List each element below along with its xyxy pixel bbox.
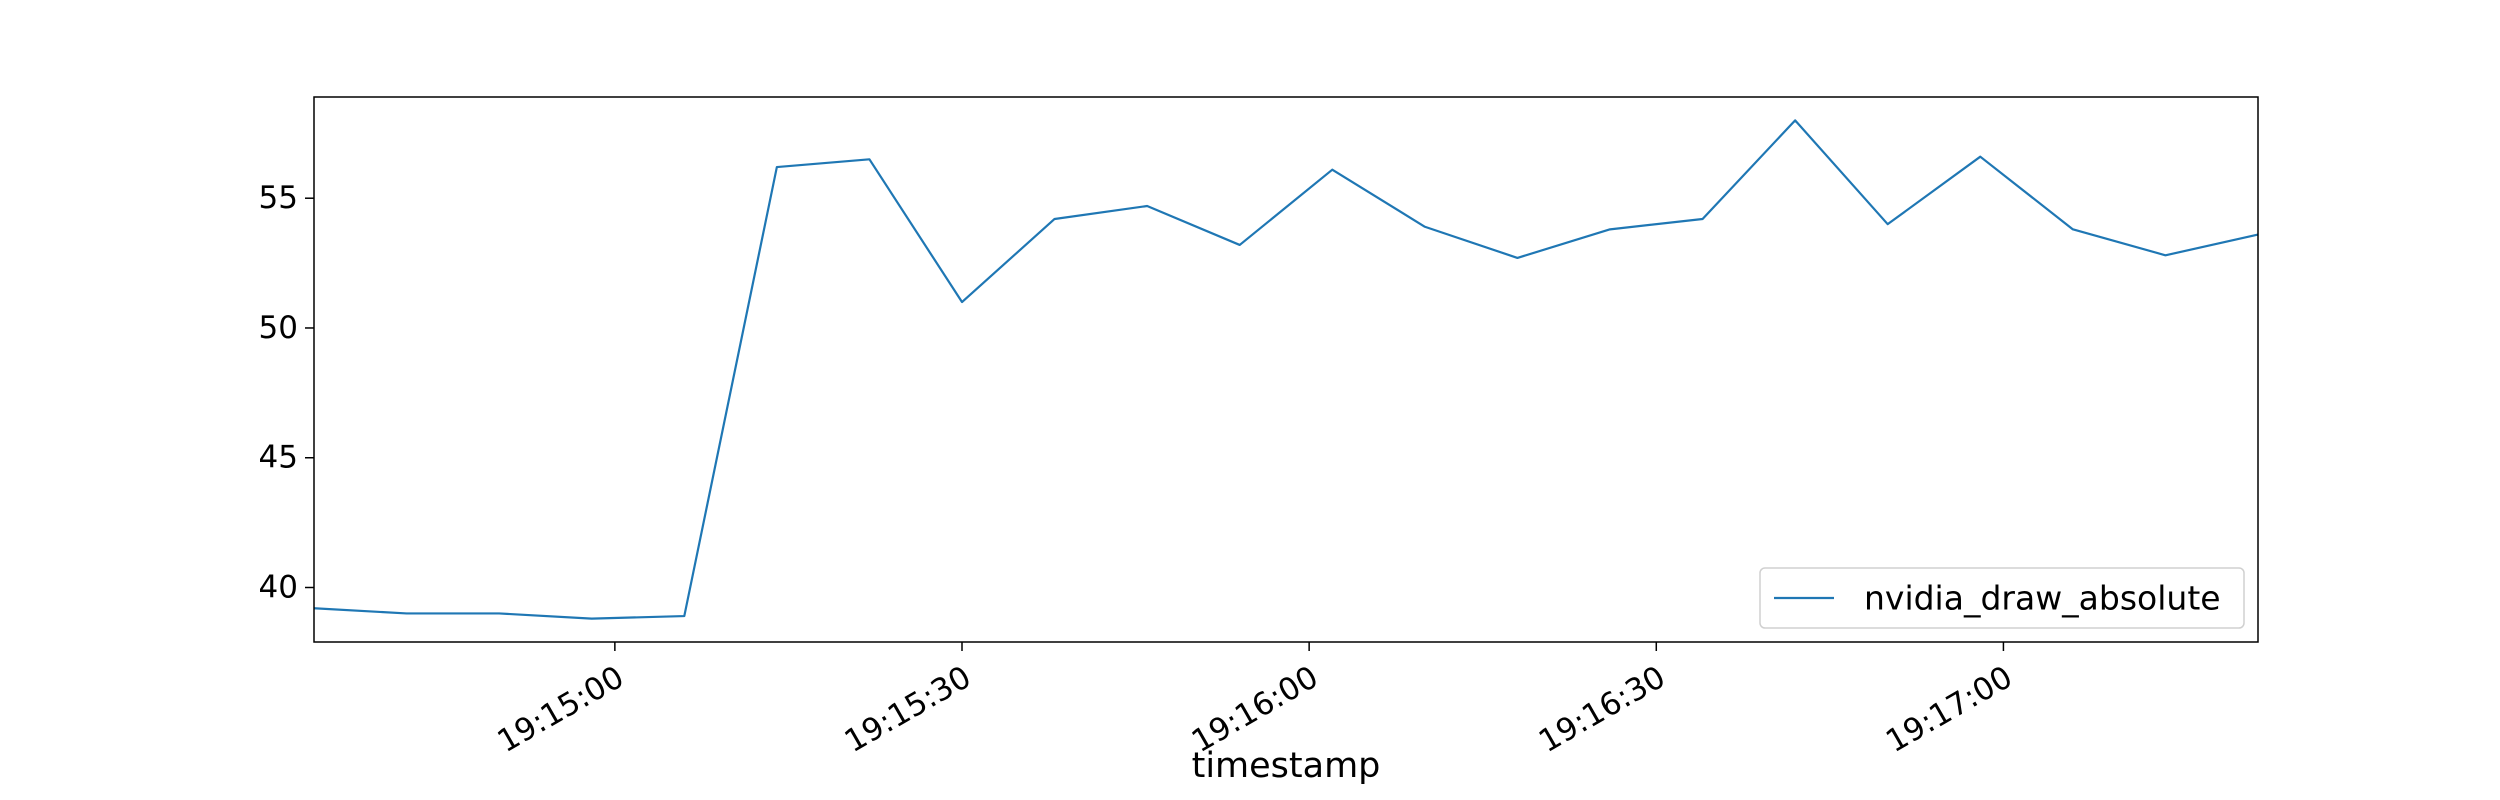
data-point xyxy=(406,612,408,614)
data-point xyxy=(591,618,593,620)
x-tick-label: 19:15:00 xyxy=(491,659,630,760)
y-tick-label: 50 xyxy=(259,310,298,346)
y-tick-label: 45 xyxy=(259,440,298,476)
data-point xyxy=(1146,205,1148,207)
x-tick-label: 19:16:00 xyxy=(1186,659,1325,760)
data-point xyxy=(961,301,963,303)
x-axis: 19:15:00 19:15:30 19:16:00 19:16:30 19:17:00 xyxy=(491,642,2019,760)
data-point xyxy=(683,615,685,617)
x-tick-label: 19:16:30 xyxy=(1533,659,1672,760)
data-point xyxy=(1979,156,1981,158)
legend-label: nvidia_draw_absolute xyxy=(1864,579,2221,618)
data-point xyxy=(1331,169,1333,171)
data-point xyxy=(1609,228,1611,230)
data-point xyxy=(1516,257,1518,259)
data-point xyxy=(776,166,778,168)
legend-box xyxy=(1759,567,2245,629)
series-line xyxy=(313,119,2259,620)
data-point xyxy=(1794,119,1796,121)
x-tick-label: 19:15:30 xyxy=(839,659,978,760)
data-point xyxy=(1887,223,1889,225)
data-point xyxy=(868,158,870,160)
y-tick-label: 40 xyxy=(259,570,298,606)
data-point xyxy=(1239,244,1241,246)
legend: nvidia_draw_absolute xyxy=(1759,567,2245,629)
data-point xyxy=(1054,218,1056,220)
y-tick-label: 55 xyxy=(259,180,298,216)
data-point xyxy=(2072,228,2074,230)
x-axis-title: timestamp xyxy=(1192,746,1381,786)
series-layer xyxy=(313,119,2259,620)
data-point xyxy=(2164,254,2166,256)
y-axis: 40 45 50 55 xyxy=(259,180,314,606)
data-point xyxy=(1702,218,1704,220)
data-point xyxy=(1424,226,1426,228)
data-point xyxy=(498,612,500,614)
x-tick-label: 19:17:00 xyxy=(1880,659,2019,760)
plot-frame xyxy=(313,96,2259,643)
